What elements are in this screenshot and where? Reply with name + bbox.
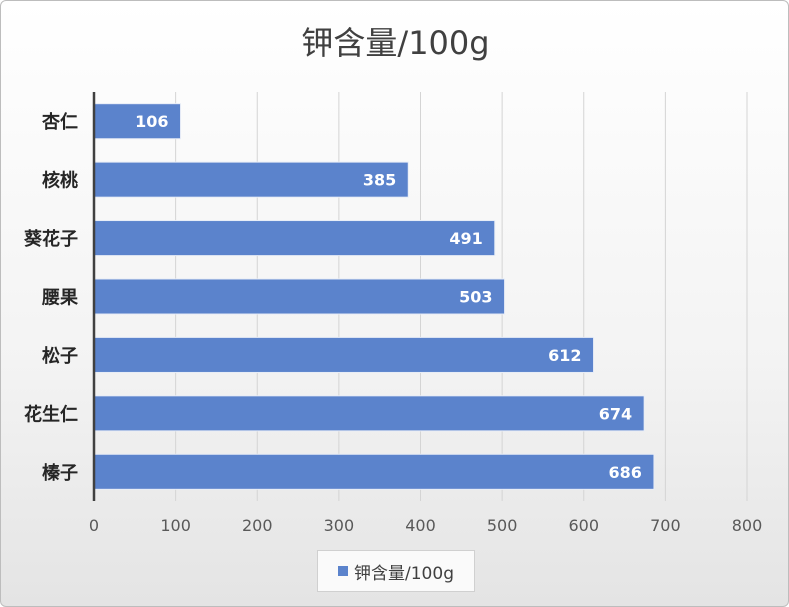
chart-title: 钾含量/100g	[301, 24, 490, 62]
x-tick-label: 100	[160, 516, 191, 535]
bar	[93, 395, 645, 432]
bar	[93, 336, 595, 373]
x-tick-label: 400	[405, 516, 436, 535]
data-label: 612	[548, 346, 581, 365]
data-label: 385	[363, 171, 396, 190]
category-label: 杏仁	[42, 111, 78, 133]
legend-swatch	[338, 566, 349, 576]
data-label: 106	[135, 112, 168, 131]
bar	[93, 220, 496, 257]
category-label: 松子	[42, 345, 78, 367]
legend-label: 钾含量/100g	[354, 563, 454, 584]
x-tick-label: 600	[568, 516, 599, 535]
data-label: 674	[599, 404, 632, 423]
x-tick-label: 0	[89, 516, 99, 535]
data-label: 491	[449, 229, 482, 248]
data-label: 686	[609, 463, 642, 482]
category-label: 葵花子	[23, 228, 78, 250]
category-label: 花生仁	[24, 403, 78, 425]
x-tick-label: 800	[732, 516, 763, 535]
x-tick-label: 700	[650, 516, 681, 535]
x-tick-label: 500	[487, 516, 518, 535]
x-tick-label: 300	[324, 516, 355, 535]
category-label: 榛子	[42, 462, 78, 484]
bar	[93, 453, 655, 490]
bar	[93, 103, 182, 140]
data-label: 503	[459, 288, 492, 307]
category-label: 腰果	[41, 288, 79, 309]
category-label: 核桃	[42, 170, 78, 192]
legend: 钾含量/100g	[317, 550, 475, 592]
bar	[93, 161, 409, 198]
bar	[93, 278, 506, 315]
x-tick-label: 200	[242, 516, 273, 535]
